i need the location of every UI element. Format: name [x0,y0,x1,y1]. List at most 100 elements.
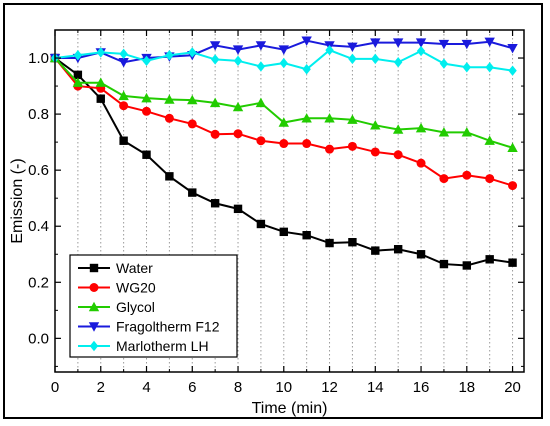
y-tick-label: 1.0 [28,50,49,67]
data-point [393,57,403,68]
data-point [142,150,151,159]
data-point [484,37,495,47]
data-point [164,113,174,123]
x-axis-title: Time (min) [252,400,328,417]
data-point [96,47,105,58]
data-point [347,141,357,151]
data-point [96,94,105,103]
x-tick-label: 14 [367,379,384,396]
data-point [233,129,243,139]
data-point [119,48,128,60]
data-point [392,38,404,48]
legend-entry-label: Glycol [116,299,155,315]
data-point [119,136,128,145]
data-point [188,188,197,197]
data-point [324,113,335,123]
x-tick-label: 4 [142,379,150,396]
data-point [371,53,380,65]
data-point [232,101,244,112]
data-point [507,44,518,54]
legend-swatch-marker [88,301,100,312]
data-point [370,120,381,130]
data-point [485,174,495,184]
data-point [370,147,380,157]
data-point [508,65,517,76]
data-point [164,94,175,104]
legend-entry-label: WG20 [116,280,156,296]
data-point [393,150,403,160]
series-glycol [49,52,518,152]
data-point [72,77,84,87]
data-point [187,94,198,105]
data-point [348,238,357,247]
data-point [232,45,244,55]
data-point [461,39,473,50]
data-point [119,101,129,111]
data-point [233,55,243,67]
data-point [188,47,197,58]
data-point [508,181,518,191]
legend-entry-label: Water [116,260,153,276]
series-layer [49,36,518,270]
data-point [302,139,312,149]
data-point [95,77,106,87]
x-tick-label: 8 [234,379,242,396]
data-point [393,245,403,254]
data-point [279,139,289,149]
data-point [485,255,494,264]
data-point [485,62,494,73]
data-point [301,36,312,46]
plot-border [54,29,525,373]
data-point [279,227,288,237]
data-point [210,54,220,65]
data-point [438,39,450,50]
data-point [325,144,335,154]
x-tick-label: 6 [188,379,196,396]
data-point [278,45,289,55]
legend-entry-label: Fragoltherm F12 [116,319,220,335]
data-point [255,41,267,51]
data-point [187,119,197,129]
x-tick-label: 16 [413,379,430,396]
data-point [73,50,83,61]
legend: Water WG20 Glycol Fragoltherm F12 Marlotherm… [69,254,238,358]
data-point [462,170,472,180]
data-point [416,45,426,57]
x-tick-label: 12 [321,379,338,396]
data-point [462,62,472,73]
data-point [370,38,381,48]
y-axis-title: Emission (-) [9,158,26,243]
data-point [279,57,288,69]
data-point [438,127,450,137]
legend-swatch-marker [89,340,99,352]
data-point [165,50,174,61]
data-point [233,204,243,214]
x-tick-label: 20 [504,379,521,396]
series-marlotherm-lh [50,44,517,76]
x-tick-label: 18 [458,379,475,396]
data-point [256,219,266,229]
data-point [301,113,312,123]
data-point [302,231,311,240]
data-point [165,172,174,181]
data-point [439,58,449,69]
data-point [142,106,152,116]
legend-swatch-marker [89,283,99,292]
tick-layer: 0 2 4 6 8 10 12 14 16 18 20 0.0 0.2 0.4 0.6 0.8 1.0 [28,29,524,396]
series-water [50,53,517,270]
data-point [371,246,380,255]
data-point [118,90,129,101]
data-point [142,55,151,67]
data-point [210,129,220,139]
legend-swatch-marker [89,263,99,273]
legend-swatch-marker [88,322,100,332]
data-point [118,58,129,68]
data-point [484,135,495,145]
y-tick-label: 0.6 [28,162,49,179]
data-point [348,53,357,65]
x-tick-label: 2 [97,379,105,396]
data-point [210,199,220,208]
data-point [73,70,83,80]
legend-entry-label: Marlotherm LH [116,338,209,354]
